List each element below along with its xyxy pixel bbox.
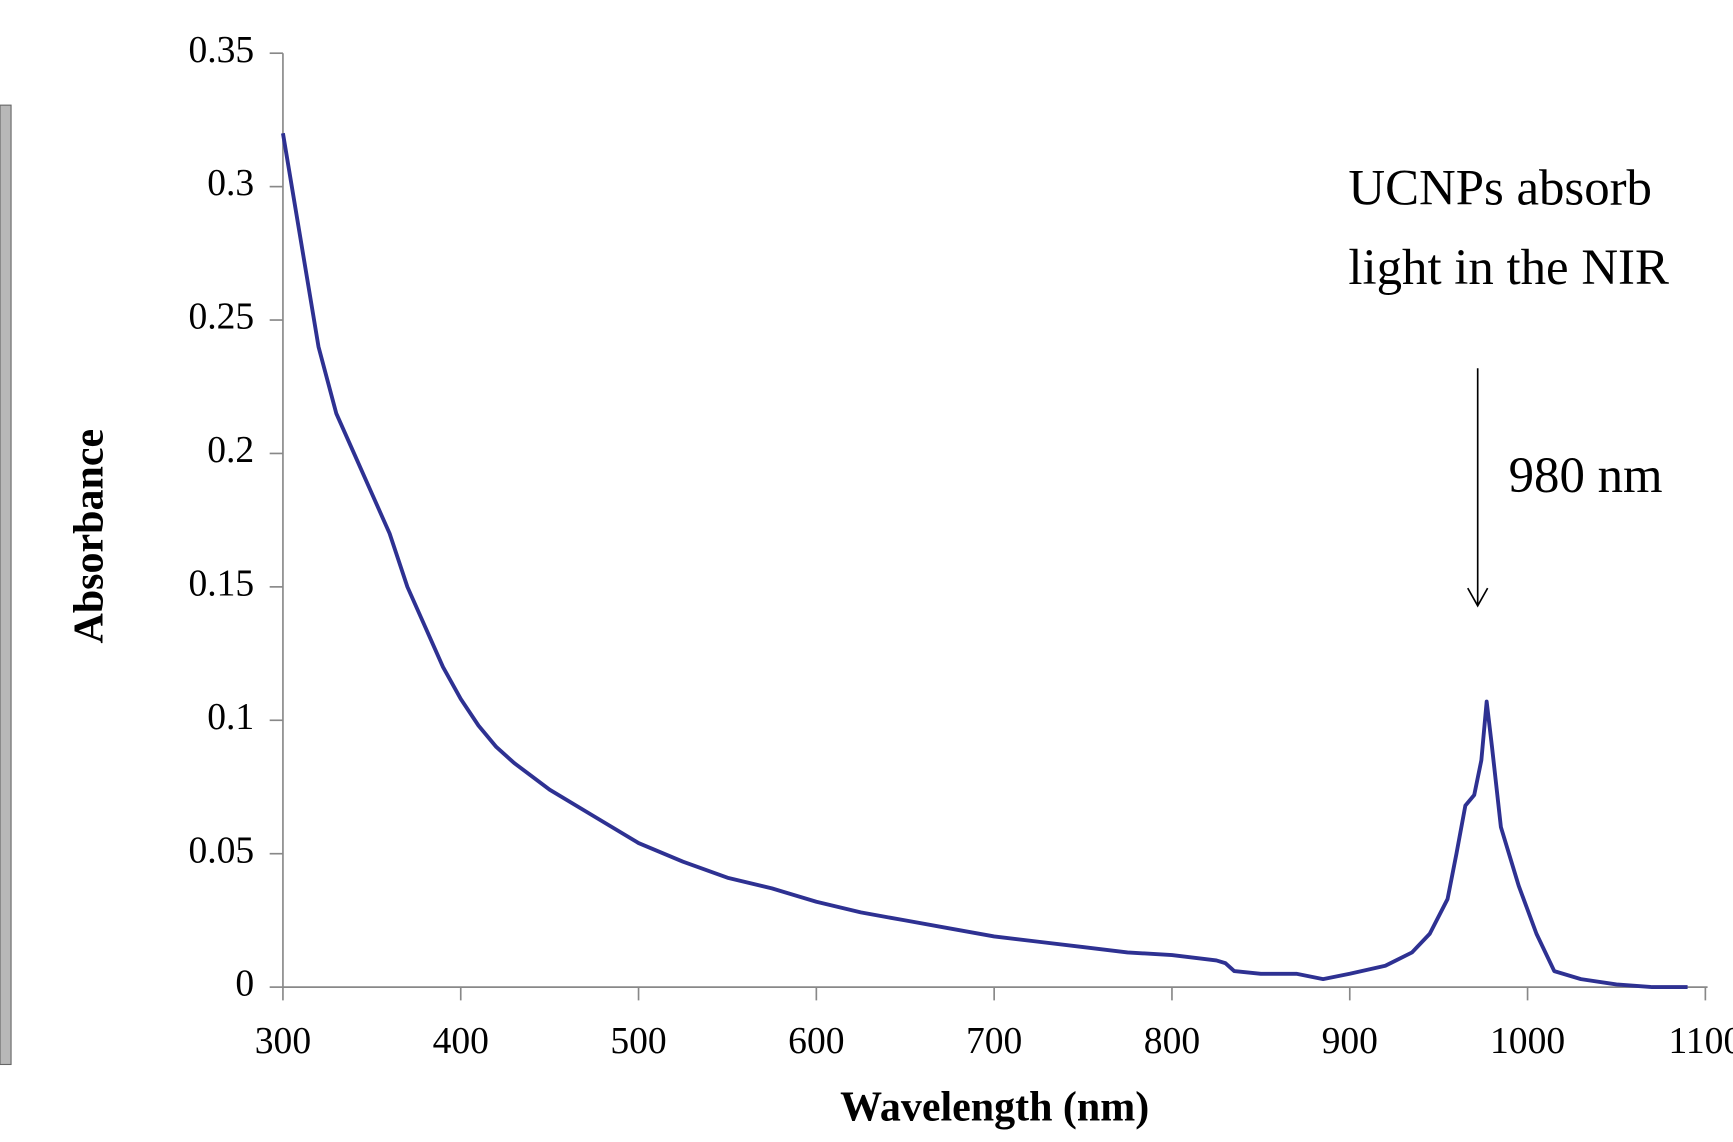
x-tick-label: 900 (1322, 1021, 1378, 1062)
y-tick-label: 0.25 (188, 297, 254, 338)
side-image-strip (0, 104, 12, 1066)
arrow-head (1467, 587, 1489, 608)
data-line (281, 132, 1688, 990)
x-axis-title: Wavelength (nm) (840, 1085, 1149, 1131)
y-tick-label: 0.3 (207, 163, 254, 204)
x-tick-label: 300 (255, 1021, 311, 1062)
x-tick-label: 600 (788, 1021, 844, 1062)
y-tick-label: 0.35 (188, 30, 254, 71)
y-tick-label: 0.1 (207, 697, 254, 738)
annotation: UCNPs absorb (1348, 160, 1652, 216)
y-tick-label: 0.05 (188, 830, 254, 871)
y-tick-label: 0 (235, 964, 254, 1005)
x-tick-label: 1100 (1669, 1021, 1733, 1062)
x-tick-label: 400 (433, 1021, 489, 1062)
y-tick-label: 0.15 (188, 563, 254, 604)
y-tick-label: 0.2 (207, 430, 254, 471)
x-tick-label: 800 (1144, 1021, 1200, 1062)
annotation: light in the NIR (1348, 239, 1669, 295)
x-tick-label: 1000 (1490, 1021, 1565, 1062)
annotation: 980 nm (1509, 447, 1663, 503)
x-tick-label: 700 (966, 1021, 1022, 1062)
x-tick-label: 500 (610, 1021, 666, 1062)
y-axis-title: Absorbance (66, 429, 112, 644)
